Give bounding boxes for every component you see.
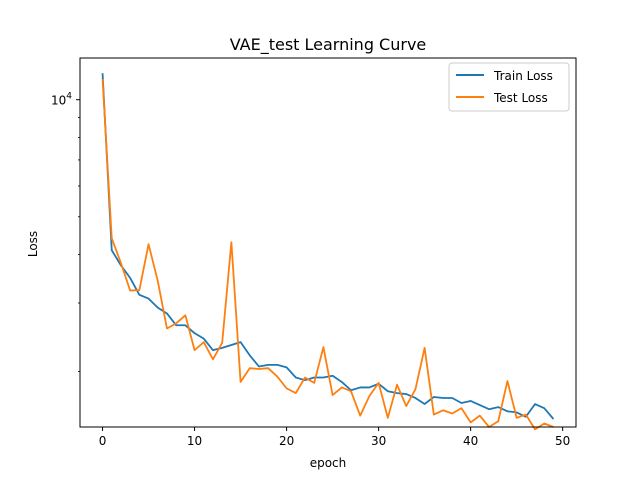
legend-label-train-loss: Train Loss [493, 69, 553, 83]
x-axis-ticks: 0 10 20 30 40 50 [99, 427, 570, 448]
x-tick-label: 10 [187, 434, 202, 448]
x-axis-label: epoch [310, 456, 347, 470]
x-tick-label: 30 [371, 434, 386, 448]
legend: Train Loss Test Loss [448, 62, 570, 112]
x-tick-label: 0 [99, 434, 107, 448]
y-tick-label: 104 [51, 92, 72, 108]
legend-label-test-loss: Test Loss [493, 91, 548, 105]
series-line-test-loss [101, 78, 554, 431]
chart-title: VAE_test Learning Curve [230, 35, 427, 55]
y-axis-label: Loss [26, 231, 40, 257]
x-tick-label: 40 [463, 434, 478, 448]
series-line-train-loss [101, 73, 555, 420]
plot-lines [101, 73, 555, 431]
x-tick-label: 20 [279, 434, 294, 448]
x-tick-label: 50 [555, 434, 570, 448]
y-axis-ticks: 104 [51, 92, 80, 372]
plot-frame [79, 57, 577, 428]
